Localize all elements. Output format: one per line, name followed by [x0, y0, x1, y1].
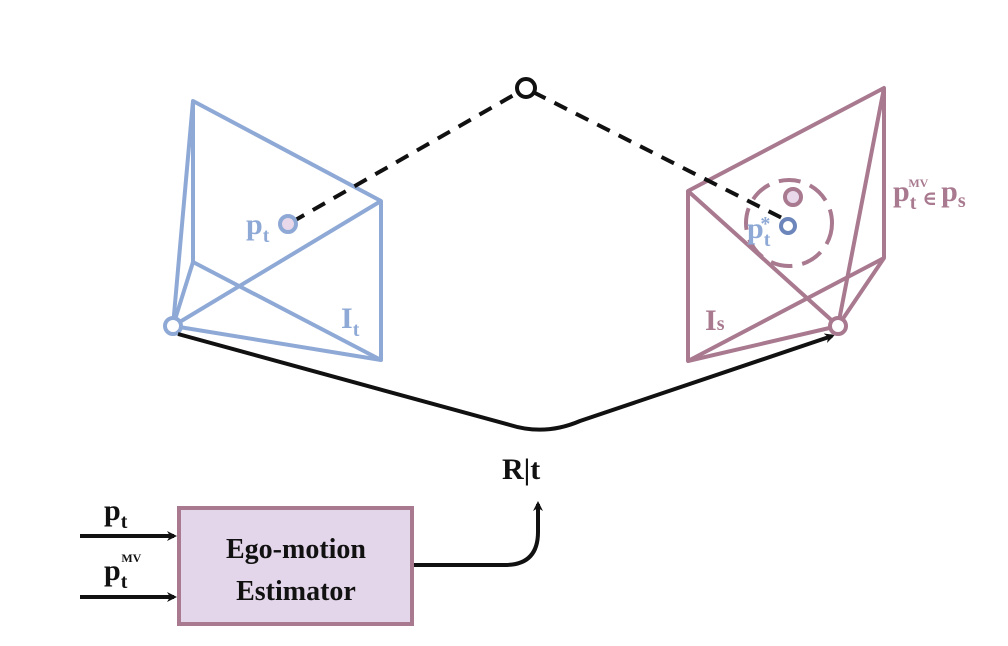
estimator-title-line1: Ego-motion	[226, 534, 366, 565]
correspondence-point-icon	[783, 187, 803, 207]
source-camera-frustum	[686, 86, 886, 363]
target-frustum-edge	[171, 199, 383, 328]
correspondence-label: ptMV ∈ ps	[893, 175, 966, 214]
world-point-icon	[515, 77, 537, 99]
source-frame-label: Is	[705, 304, 725, 337]
search-radius-circle	[744, 178, 834, 268]
pose-transform-arrow	[177, 332, 835, 432]
input-label-pt: pt	[104, 494, 128, 533]
source-frustum-edge	[836, 87, 886, 327]
target-point-label: pt	[246, 208, 270, 247]
pose-label: R|t	[502, 453, 540, 486]
projected-point-label: pt*	[747, 212, 771, 251]
estimator-title-line2: Estimator	[236, 576, 356, 607]
target-point-icon	[278, 214, 298, 234]
ray-target-to-world	[291, 90, 520, 224]
ego-motion-estimator-box	[177, 506, 414, 626]
target-frustum-edge	[171, 100, 195, 327]
projection-rays	[291, 90, 783, 224]
target-frustum-edge	[172, 324, 382, 362]
target-camera-frustum	[171, 99, 383, 362]
source-frustum-edge	[687, 324, 839, 363]
target-frame-label: It	[341, 302, 360, 341]
input-label-pt-mv: ptMV	[104, 551, 142, 593]
source-frustum-edge	[836, 256, 886, 328]
source-frustum-edge	[686, 189, 840, 328]
target-origin-icon	[163, 316, 183, 336]
source-origin-icon	[828, 316, 848, 336]
ray-world-to-source	[532, 90, 783, 220]
target-frustum-edge	[171, 261, 195, 327]
estimator-output-arrow	[414, 501, 543, 567]
projected-point-icon	[779, 217, 797, 235]
